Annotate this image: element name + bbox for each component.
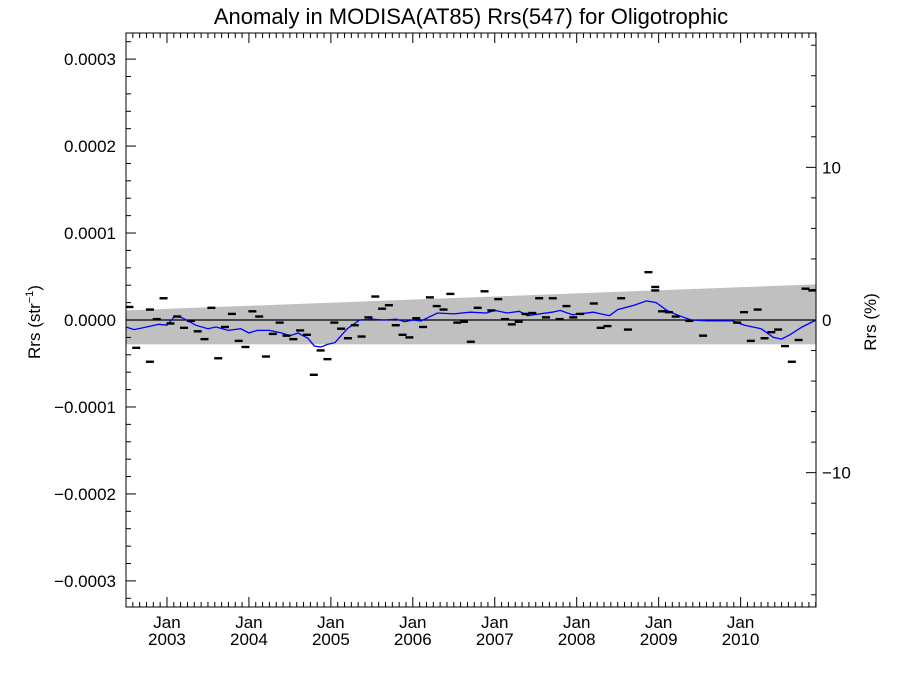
y-tick-label: −0.0001 <box>54 398 116 417</box>
x-tick-label-month: Jan <box>563 613 590 632</box>
x-tick-label-year: 2006 <box>394 630 432 649</box>
y-axis-label-right: Rrs (%) <box>861 293 880 351</box>
x-tick-label-year: 2008 <box>558 630 596 649</box>
x-tick-label-month: Jan <box>727 613 754 632</box>
y2-tick-label: −10 <box>822 464 851 483</box>
y-tick-label: 0.0002 <box>64 137 116 156</box>
x-tick-label-year: 2010 <box>722 630 760 649</box>
x-tick-label-month: Jan <box>153 613 180 632</box>
y-axis-label-left-close: ) <box>25 285 44 291</box>
x-tick-label-year: 2007 <box>476 630 514 649</box>
y-axis-label-left: Rrs (str−1) <box>24 285 44 359</box>
scatter-layer <box>125 270 817 376</box>
axis-labels-layer: Jan2003Jan2004Jan2005Jan2006Jan2007Jan20… <box>54 50 851 649</box>
x-tick-label-year: 2004 <box>230 630 268 649</box>
x-tick-label-year: 2003 <box>148 630 186 649</box>
y-axis-label-left-main: Rrs (str <box>25 303 44 359</box>
x-tick-label-year: 2009 <box>640 630 678 649</box>
running-mean-layer <box>125 300 817 348</box>
x-tick-label-month: Jan <box>317 613 344 632</box>
y-tick-label: 0.0001 <box>64 224 116 243</box>
y-tick-label: 0.0000 <box>64 311 116 330</box>
y-tick-label: −0.0003 <box>54 572 116 591</box>
y-tick-label: −0.0002 <box>54 485 116 504</box>
chart-title: Anomaly in MODISA(AT85) Rrs(547) for Oli… <box>214 4 728 29</box>
x-tick-label-year: 2005 <box>312 630 350 649</box>
axis-ticks-layer <box>125 33 817 607</box>
running-mean-line <box>125 300 817 348</box>
x-tick-label-month: Jan <box>399 613 426 632</box>
y2-tick-label: 10 <box>822 158 841 177</box>
y-axis-label-left-sup: −1 <box>24 291 36 304</box>
x-tick-label-month: Jan <box>235 613 262 632</box>
y-tick-label: 0.0003 <box>64 50 116 69</box>
x-tick-label-month: Jan <box>481 613 508 632</box>
x-tick-label-month: Jan <box>645 613 672 632</box>
y2-tick-label: 0 <box>822 311 831 330</box>
